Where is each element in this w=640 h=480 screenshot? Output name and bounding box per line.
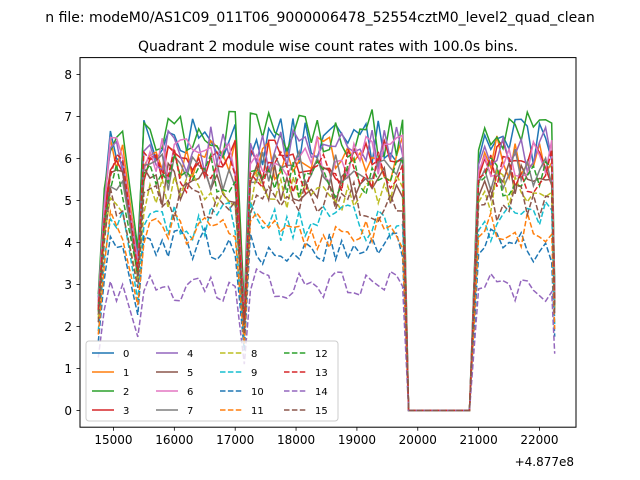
series-line-8 [97, 169, 556, 412]
series-line-5 [97, 161, 556, 412]
legend-label-2: 2 [123, 387, 129, 398]
series-line-11 [97, 208, 556, 412]
series-line-1 [97, 135, 556, 412]
legend-label-9: 9 [251, 368, 257, 379]
legend-label-5: 5 [187, 368, 193, 379]
chart-title: Quadrant 2 module wise count rates with … [138, 39, 518, 55]
x-tick-label: 21000 [460, 433, 498, 447]
series-line-10 [97, 226, 556, 412]
y-tick-label: 5 [64, 194, 72, 208]
series-line-15 [97, 178, 556, 412]
legend-label-11: 11 [251, 406, 264, 417]
legend-label-6: 6 [187, 387, 193, 398]
x-tick-label: 16000 [155, 433, 193, 447]
legend-label-15: 15 [315, 406, 328, 417]
x-offset-label: +4.877e8 [515, 455, 574, 469]
series-line-4 [97, 124, 556, 412]
x-tick-label: 18000 [277, 433, 315, 447]
y-tick-label: 7 [64, 110, 72, 124]
y-axis: 0 1 2 3 4 5 6 7 8 [64, 68, 80, 418]
x-tick-label: 17000 [216, 433, 254, 447]
legend-label-10: 10 [251, 387, 264, 398]
legend-label-7: 7 [187, 406, 193, 417]
series-line-7 [97, 148, 556, 412]
series-line-12 [97, 151, 556, 412]
legend-label-3: 3 [123, 406, 129, 417]
y-tick-label: 3 [64, 278, 72, 292]
y-tick-label: 0 [64, 404, 72, 418]
x-tick-label: 20000 [399, 433, 437, 447]
series-line-9 [97, 200, 556, 412]
plot-lines [97, 109, 556, 412]
legend-label-0: 0 [123, 349, 129, 360]
x-axis: 15000 16000 17000 18000 19000 20000 21000 22000 [94, 427, 559, 447]
legend-label-1: 1 [123, 368, 129, 379]
legend-label-8: 8 [251, 349, 257, 360]
x-tick-label: 15000 [94, 433, 132, 447]
x-tick-label: 22000 [520, 433, 558, 447]
y-tick-label: 2 [64, 320, 72, 334]
legend-label-12: 12 [315, 349, 328, 360]
x-tick-label: 19000 [338, 433, 376, 447]
series-line-2 [97, 109, 556, 412]
y-tick-label: 1 [64, 362, 72, 376]
y-tick-label: 8 [64, 68, 72, 82]
series-line-14 [97, 267, 556, 412]
series-line-0 [97, 118, 556, 412]
legend-label-14: 14 [315, 387, 328, 398]
y-tick-label: 6 [64, 152, 72, 166]
figure-suptitle: n file: modeM0/AS1C09_011T06_9000006478_… [45, 10, 594, 26]
legend-label-4: 4 [187, 349, 193, 360]
series-line-13 [97, 148, 556, 412]
legend-frame [85, 340, 339, 422]
legend-label-13: 13 [315, 368, 328, 379]
y-tick-label: 4 [64, 236, 72, 250]
